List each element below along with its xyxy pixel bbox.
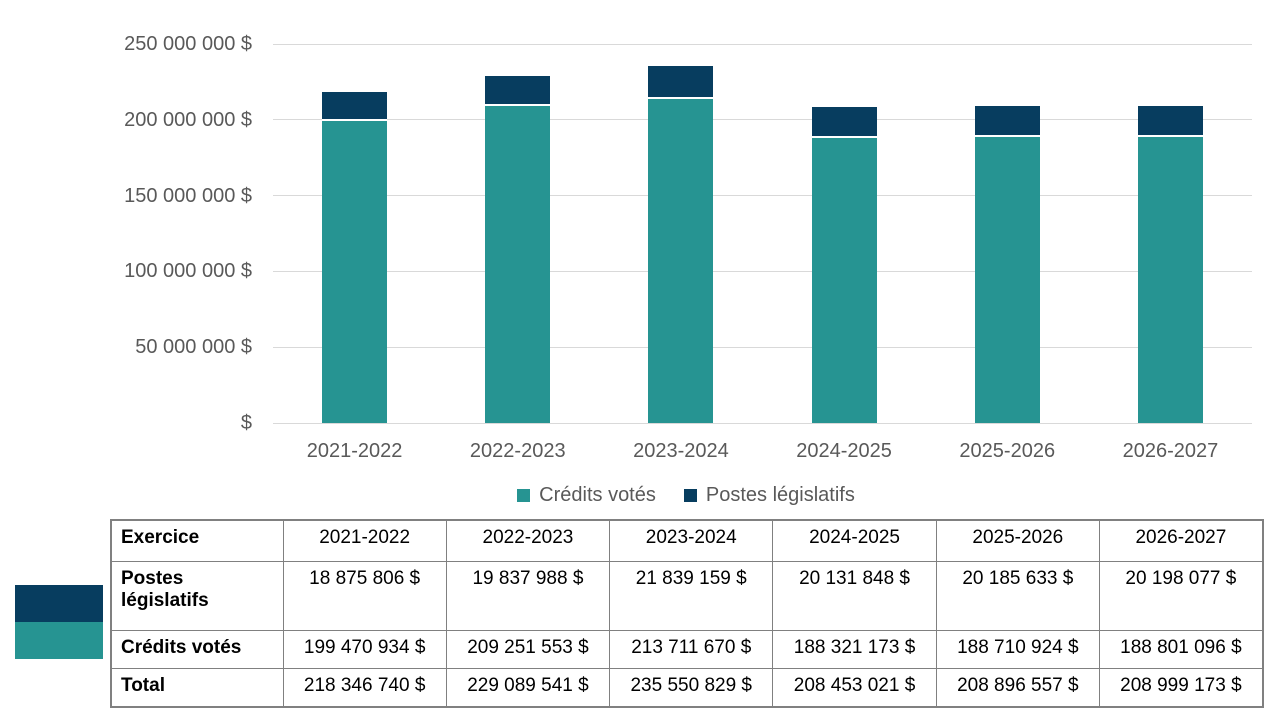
table-cell-value: 18 875 806 $	[282, 560, 447, 631]
table-cell-value: 218 346 740 $	[282, 667, 447, 708]
bar-segment-credits-votes	[485, 105, 551, 423]
table-cell-value: 21 839 159 $	[609, 560, 774, 631]
row-key-swatch-postes-legislatifs	[15, 585, 103, 622]
table-row: Postes législatifs 18 875 806 $19 837 988…	[110, 560, 1264, 631]
table-cell-value: 209 251 553 $	[445, 629, 611, 669]
data-table: Exercice 2021-2022 2022-2023 2023-2024 2024-…	[110, 519, 1264, 708]
x-axis-tick-label: 2025-2026	[959, 440, 1056, 462]
table-cell-value: 208 999 173 $	[1098, 667, 1264, 708]
y-axis-tick-label: 100 000 000 $	[124, 260, 252, 283]
table-cell-value: 188 710 924 $	[935, 629, 1100, 669]
bar-segment-postes-legislatifs	[648, 65, 714, 100]
legend-item: Postes législatifs	[683, 483, 855, 507]
table-cell-value: 199 470 934 $	[282, 629, 447, 669]
table-cell-value: 188 801 096 $	[1098, 629, 1264, 669]
table-cell-value: 235 550 829 $	[609, 667, 774, 708]
x-axis-tick-label: 2022-2023	[469, 440, 566, 462]
stacked-bar-chart: 250 000 000 $ 200 000 000 $ 150 000 000 $ 1…	[110, 33, 1262, 508]
y-axis-tick-label: 50 000 000 $	[135, 336, 252, 359]
bar-segment-credits-votes	[974, 136, 1040, 423]
bar-segment-credits-votes	[1137, 136, 1203, 423]
table-row-label: Total	[110, 667, 284, 708]
gridline	[273, 119, 1252, 121]
table-cell-value: 20 185 633 $	[935, 560, 1100, 631]
gridline	[273, 422, 1252, 424]
gridline	[273, 43, 1252, 45]
legend-label: Crédits votés	[539, 483, 656, 506]
legend-item: Crédits votés	[517, 484, 656, 507]
bar-segment-credits-votes	[811, 137, 877, 423]
bar-segment-postes-legislatifs	[1137, 106, 1203, 137]
y-axis-tick-label: 150 000 000 $	[124, 184, 252, 207]
table-header-year: 2025-2026	[935, 519, 1100, 562]
gridline	[273, 270, 1252, 272]
table-cell-value: 19 837 988 $	[445, 560, 611, 631]
table-cell-value: 20 131 848 $	[772, 560, 937, 631]
table-header-year: 2022-2023	[445, 519, 611, 562]
table-header-row: Exercice 2021-2022 2022-2023 2023-2024 2024-…	[110, 519, 1264, 562]
x-axis-tick-label: 2023-2024	[633, 440, 729, 462]
y-axis-tick-label: $	[240, 412, 252, 434]
table-row: Crédits votés 199 470 934 $209 251 553 $2…	[110, 629, 1264, 669]
table-row: Total 218 346 740 $229 089 541 $235 550 8…	[110, 667, 1264, 708]
gridline	[273, 195, 1252, 197]
y-axis-tick-label: 250 000 000 $	[124, 33, 252, 55]
table-cell-value: 188 321 173 $	[772, 629, 937, 669]
plot-area	[273, 43, 1252, 424]
table-cell-value: 208 896 557 $	[935, 667, 1100, 708]
table-header-year: 2023-2024	[609, 519, 774, 562]
table-header-exercice: Exercice	[110, 519, 284, 562]
table-cell-value: 229 089 541 $	[445, 667, 611, 708]
x-axis-tick-label: 2026-2027	[1122, 440, 1219, 462]
table-header-year: 2024-2025	[772, 519, 937, 562]
bar-segment-credits-votes	[648, 99, 714, 423]
bar-segment-credits-votes	[322, 120, 388, 423]
bar-segment-postes-legislatifs	[322, 92, 388, 121]
table-cell-value: 213 711 670 $	[609, 629, 774, 669]
x-axis-tick-label: 2021-2022	[306, 440, 403, 462]
table-row-color-key	[15, 585, 103, 659]
legend-swatch-icon	[517, 488, 531, 502]
chart-legend: Crédits votés Postes législatifs	[110, 482, 1262, 508]
table-row-label: Postes législatifs	[110, 560, 284, 631]
y-axis-tick-label: 200 000 000 $	[124, 108, 252, 131]
x-axis-tick-label: 2024-2025	[796, 440, 892, 462]
bar-segment-postes-legislatifs	[811, 107, 877, 138]
table-cell-value: 20 198 077 $	[1098, 560, 1264, 631]
table-header-year: 2026-2027	[1098, 519, 1264, 562]
row-key-swatch-credits-votes	[15, 622, 103, 659]
table-cell-value: 208 453 021 $	[772, 667, 937, 708]
table-header-year: 2021-2022	[282, 519, 447, 562]
table-row-label: Crédits votés	[110, 629, 284, 669]
bar-segment-postes-legislatifs	[485, 75, 551, 106]
bar-segment-postes-legislatifs	[974, 106, 1040, 137]
legend-swatch-icon	[683, 488, 697, 502]
gridline	[273, 346, 1252, 348]
legend-label: Postes législatifs	[705, 483, 855, 506]
